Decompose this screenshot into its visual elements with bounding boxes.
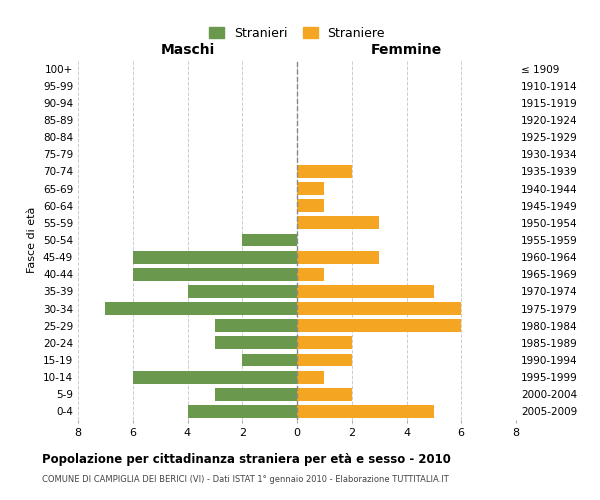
Bar xyxy=(297,405,434,418)
Y-axis label: Fasce di età: Fasce di età xyxy=(28,207,37,273)
Bar xyxy=(242,234,297,246)
Bar xyxy=(297,182,325,195)
Bar xyxy=(297,250,379,264)
Bar xyxy=(297,216,379,230)
Bar xyxy=(187,405,297,418)
Bar xyxy=(133,268,297,280)
Bar xyxy=(106,302,297,315)
Text: Maschi: Maschi xyxy=(160,44,215,58)
Bar xyxy=(297,285,434,298)
Text: COMUNE DI CAMPIGLIA DEI BERICI (VI) - Dati ISTAT 1° gennaio 2010 - Elaborazione : COMUNE DI CAMPIGLIA DEI BERICI (VI) - Da… xyxy=(42,475,449,484)
Bar xyxy=(297,388,352,400)
Legend: Stranieri, Straniere: Stranieri, Straniere xyxy=(205,23,389,44)
Bar xyxy=(133,250,297,264)
Text: Femmine: Femmine xyxy=(371,44,442,58)
Bar xyxy=(297,268,325,280)
Bar xyxy=(297,302,461,315)
Bar xyxy=(297,320,461,332)
Bar xyxy=(297,354,352,366)
Bar xyxy=(297,165,352,178)
Bar xyxy=(133,370,297,384)
Bar xyxy=(215,388,297,400)
Bar xyxy=(242,354,297,366)
Bar xyxy=(215,336,297,349)
Bar xyxy=(297,200,325,212)
Bar xyxy=(187,285,297,298)
Bar xyxy=(297,370,325,384)
Bar xyxy=(215,320,297,332)
Bar xyxy=(297,336,352,349)
Text: Popolazione per cittadinanza straniera per età e sesso - 2010: Popolazione per cittadinanza straniera p… xyxy=(42,452,451,466)
